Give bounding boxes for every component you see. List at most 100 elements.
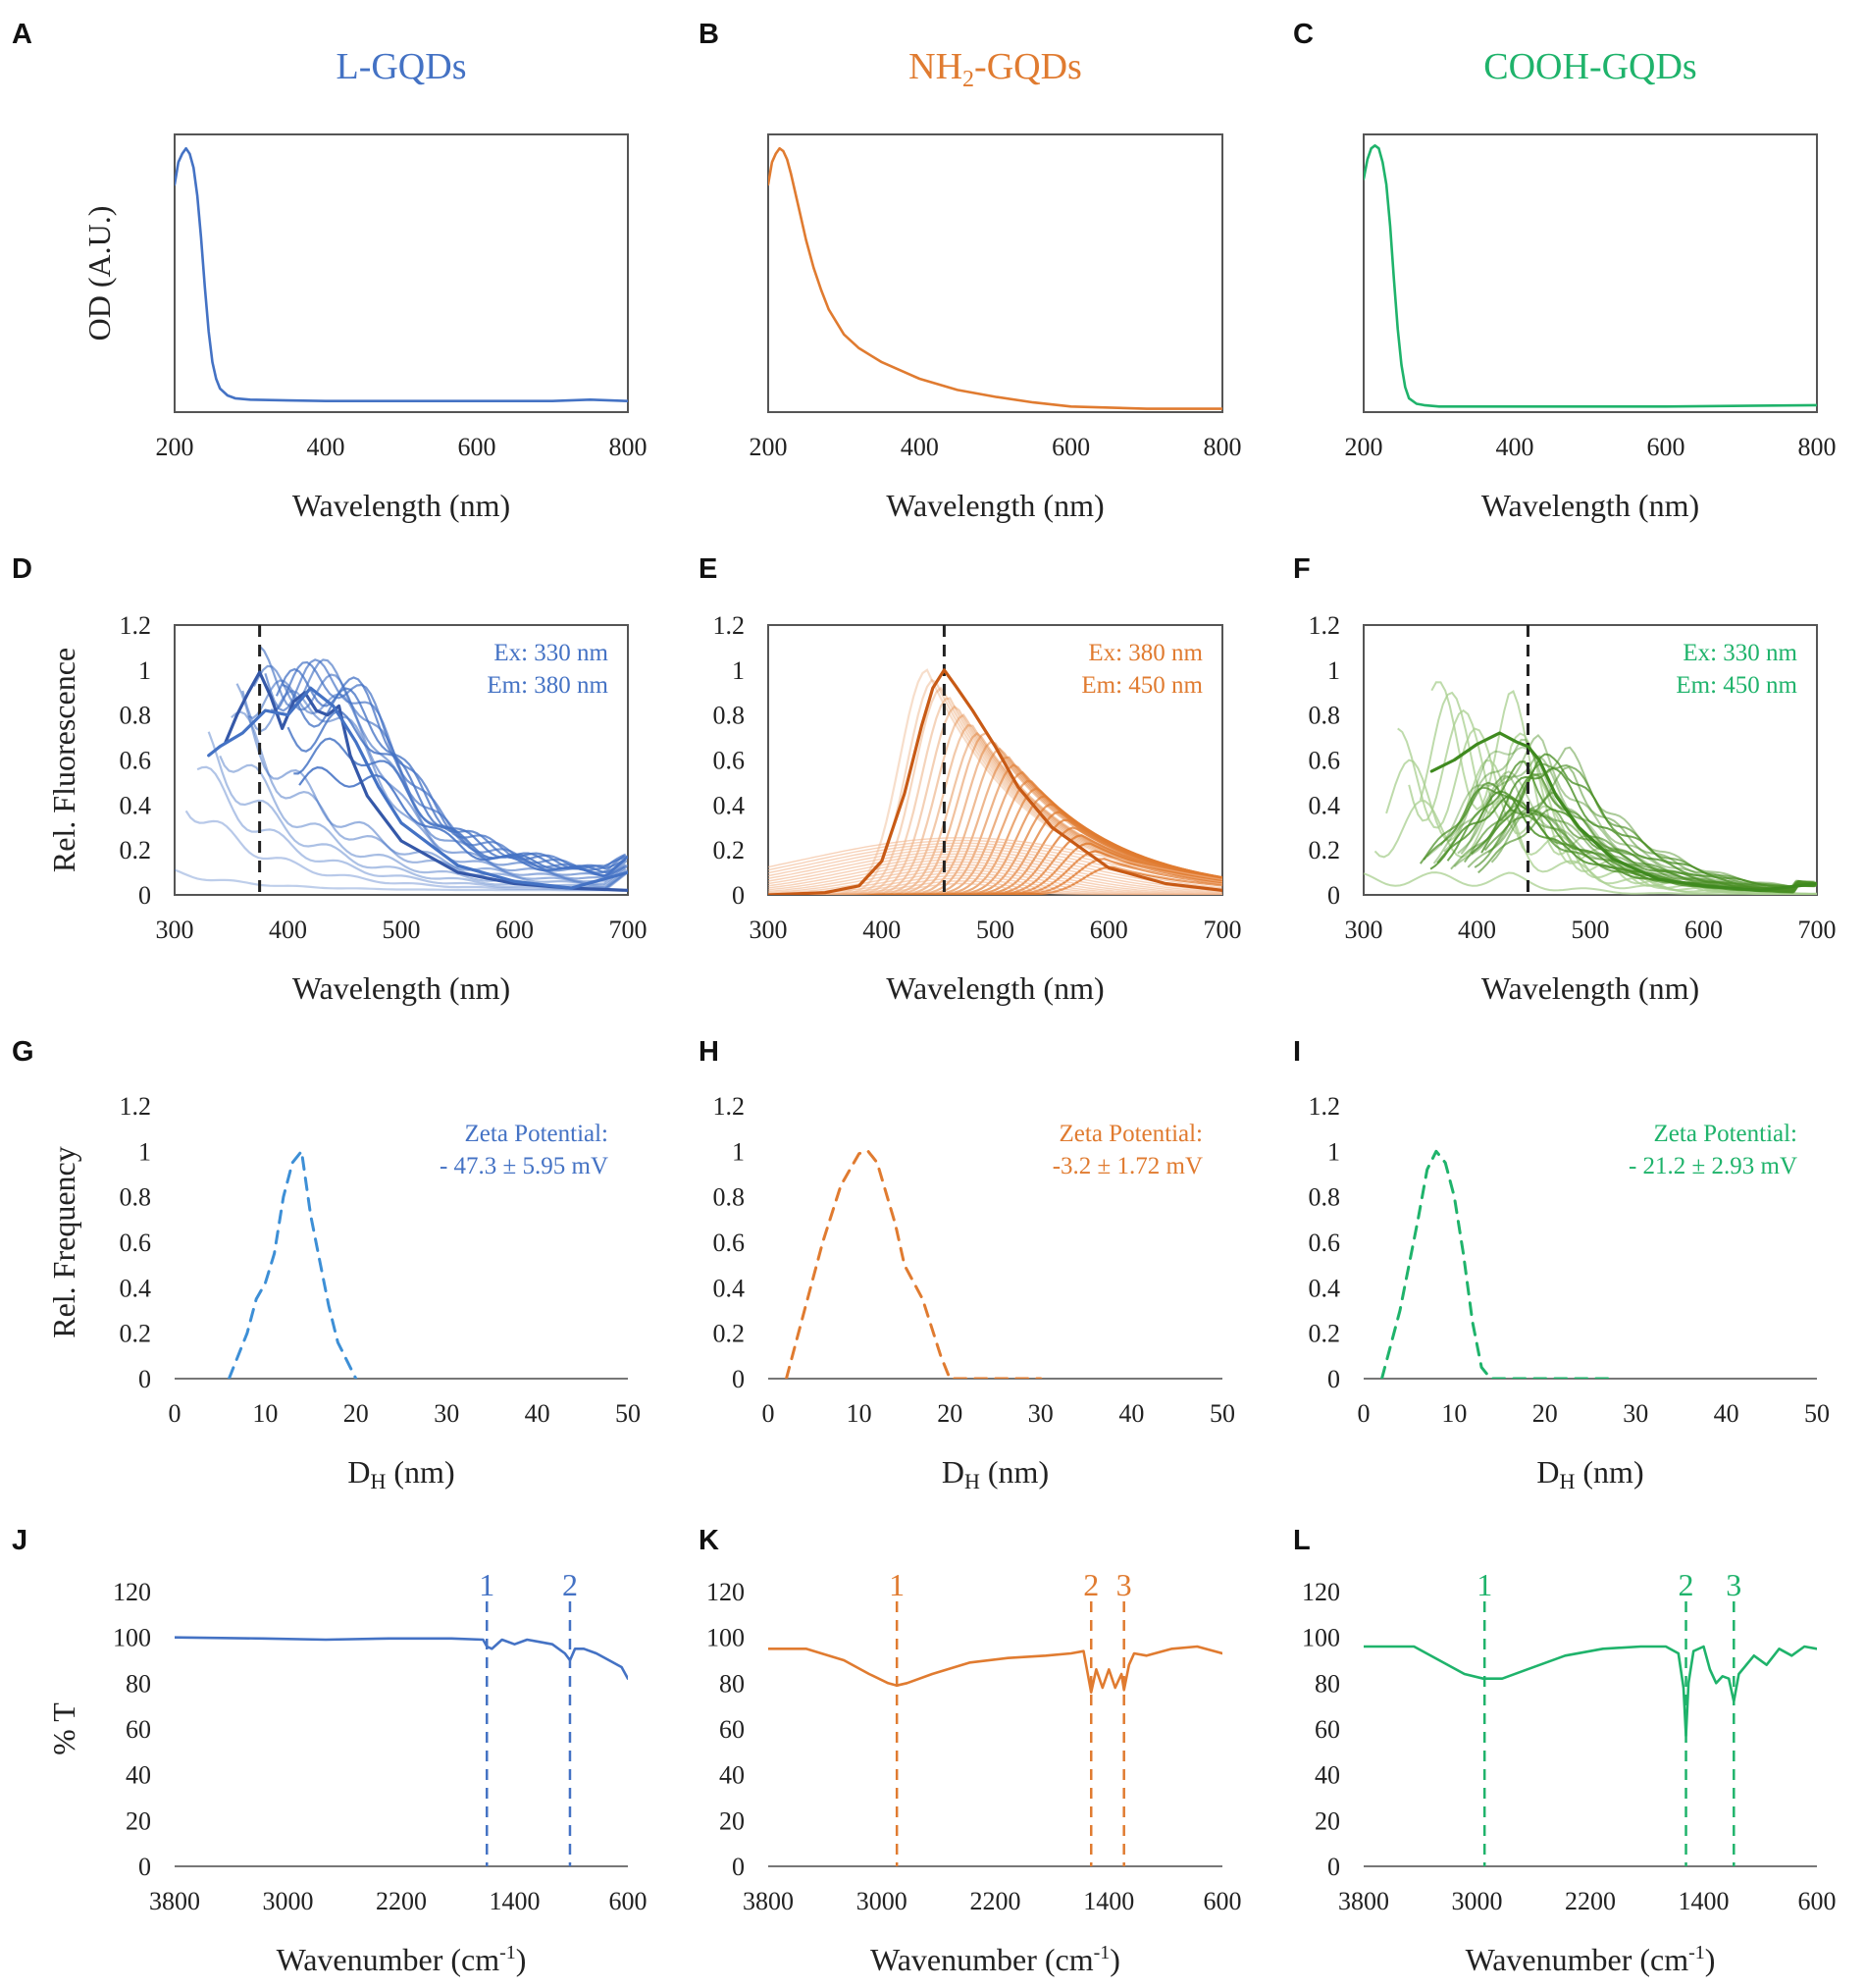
x-tick-label: 500	[976, 916, 1014, 944]
y-tick-label: 1.2	[1309, 1092, 1341, 1121]
y-tick-label: 100	[1302, 1624, 1340, 1652]
panel-i: I 0 10 20 30 40 50 0 0.2 0.4 0.6 0.8 1 1.2 DH (nm) Zeta…	[1293, 1036, 1830, 1493]
spectrum-line	[768, 837, 1222, 880]
label-superscript: -1	[499, 1942, 516, 1963]
label-rest: (nm)	[1575, 1454, 1643, 1490]
panel-letter: L	[1293, 1525, 1311, 1556]
y-tick-label: 0	[138, 1853, 151, 1881]
y-tick-label: 1	[138, 1137, 151, 1166]
peak-marker-label: 2	[1679, 1567, 1694, 1602]
label-main: Wavenumber (cm	[870, 1942, 1094, 1977]
y-tick-label: 60	[719, 1715, 745, 1744]
series-line	[1429, 731, 1817, 892]
spectrum-line	[231, 710, 627, 887]
x-tick-label: 20	[1532, 1399, 1558, 1428]
label-rest: )	[1110, 1942, 1120, 1977]
spectrum-line	[175, 868, 628, 892]
y-tick-label: 80	[1315, 1669, 1340, 1698]
x-tick-label: 2200	[970, 1887, 1021, 1915]
x-tick-label: 600	[1090, 916, 1128, 944]
y-tick-label: 40	[126, 1761, 151, 1790]
annotation-text: Ex: 330 nm	[493, 640, 608, 666]
spectrum-line	[768, 863, 1222, 895]
y-tick-label: 0.4	[713, 791, 746, 819]
annotation-text: Zeta Potential:	[1060, 1121, 1203, 1147]
y-tick-label: 0.6	[1309, 1229, 1341, 1257]
y-tick-label: 0.4	[713, 1274, 746, 1302]
series-line	[1364, 1645, 1817, 1738]
x-tick-label: 400	[901, 433, 939, 461]
x-tick-label: 600	[1052, 433, 1090, 461]
x-tick-label: 600	[458, 433, 496, 461]
x-tick-label: 400	[1458, 916, 1496, 944]
y-tick-label: 1.2	[120, 1092, 152, 1121]
y-tick-label: 20	[719, 1806, 745, 1835]
y-tick-label: 0	[1327, 1365, 1340, 1393]
spectrum-line	[1419, 781, 1815, 894]
y-tick-label: 40	[719, 1761, 745, 1790]
spectrum-line	[1490, 765, 1814, 890]
label-subscript: H	[1560, 1469, 1576, 1493]
x-tick-label: 0	[169, 1399, 181, 1428]
label-main: Wavenumber (cm	[1466, 1942, 1689, 1977]
series-line	[768, 668, 1222, 895]
x-tick-label: 600	[609, 1887, 648, 1915]
y-tick-label: 0.8	[713, 702, 746, 730]
y-tick-label: 0	[732, 1365, 745, 1393]
x-axis-label: Wavelength (nm)	[886, 970, 1104, 1006]
y-tick-label: 0.2	[713, 836, 746, 864]
label-superscript: -1	[1094, 1942, 1111, 1963]
y-tick-label: 20	[1315, 1806, 1340, 1835]
series-line	[207, 686, 628, 890]
y-tick-label: 0.2	[120, 1320, 152, 1348]
title-main: NH	[908, 46, 962, 87]
annotation-text: Zeta Potential:	[465, 1121, 608, 1147]
y-tick-label: 80	[719, 1669, 745, 1698]
annotation-text: Em: 450 nm	[1081, 672, 1203, 699]
y-tick-label: 0.8	[1309, 1183, 1341, 1212]
y-tick-label: 0.8	[120, 702, 152, 730]
series-line	[175, 146, 628, 402]
y-tick-label: 0.2	[1309, 836, 1341, 864]
spectrum-line	[184, 810, 627, 891]
spectrum-line	[768, 856, 1222, 893]
y-tick-label: 0	[1327, 881, 1340, 910]
y-tick-label: 0.6	[713, 747, 746, 775]
spectrum-line	[768, 842, 1222, 885]
panel-letter: H	[699, 1036, 719, 1068]
y-tick-label: 0.8	[1309, 702, 1341, 730]
y-tick-label: 0.6	[1309, 747, 1341, 775]
spectrum-line	[768, 859, 1222, 894]
spectra-family	[1364, 681, 1817, 895]
spectrum-line	[768, 880, 1222, 895]
spectrum-line	[768, 861, 1222, 895]
panel-c: C 200 400 600 800 Wavelength (nm)	[1293, 19, 1837, 523]
spectrum-line	[768, 845, 1222, 887]
x-tick-label: 2200	[376, 1887, 427, 1915]
label-rest: )	[1705, 1942, 1716, 1977]
annotation-text: -3.2 ± 1.72 mV	[1053, 1153, 1203, 1179]
spectrum-line	[247, 679, 626, 880]
y-tick-label: 0.8	[713, 1183, 746, 1212]
x-tick-label: 400	[269, 916, 307, 944]
x-tick-label: 10	[252, 1399, 278, 1428]
x-axis-label: Wavelength (nm)	[1481, 970, 1699, 1006]
label-main: D	[347, 1454, 370, 1490]
x-tick-label: 20	[343, 1399, 369, 1428]
x-tick-label: 400	[307, 433, 345, 461]
panel-b: B 200 400 600 800 Wavelength (nm)	[699, 19, 1242, 523]
y-tick-label: 1	[1327, 1137, 1340, 1166]
label-main: D	[942, 1454, 964, 1490]
spectrum-line	[768, 869, 1222, 895]
y-tick-label: 0.4	[1309, 1274, 1341, 1302]
spectrum-line	[286, 709, 628, 870]
x-tick-label: 3000	[856, 1887, 907, 1915]
x-axis-label: Wavelength (nm)	[292, 488, 510, 523]
spectra-family	[768, 668, 1222, 895]
title-rest: -GQDs	[974, 46, 1082, 87]
series-line	[768, 146, 1222, 410]
x-tick-label: 200	[1345, 433, 1383, 461]
y-tick-label: 60	[1315, 1715, 1340, 1744]
panel-letter: D	[12, 553, 32, 585]
series-line	[175, 1636, 628, 1680]
